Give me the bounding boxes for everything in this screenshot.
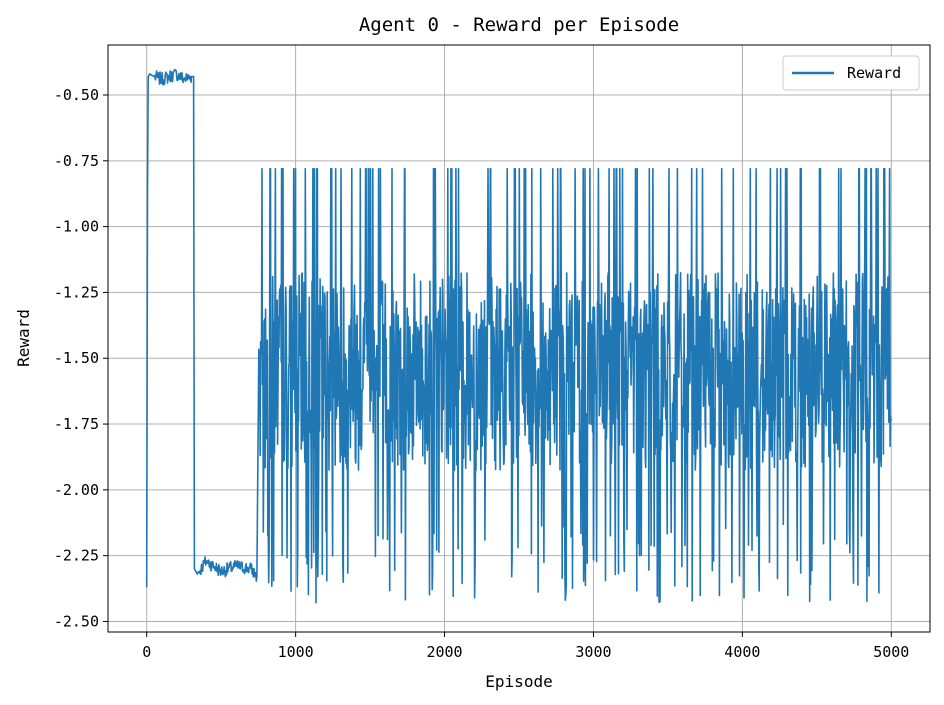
x-axis-label: Episode xyxy=(485,672,552,691)
x-tick-label: 3000 xyxy=(575,643,611,661)
y-tick-label: -2.00 xyxy=(54,481,99,499)
y-tick-label: -1.75 xyxy=(54,415,99,433)
legend: Reward xyxy=(782,55,920,91)
y-tick-label: -1.25 xyxy=(54,283,99,301)
chart-title: Agent 0 - Reward per Episode xyxy=(359,14,679,36)
x-tick-label: 5000 xyxy=(873,643,909,661)
tick-layer: 0 1000 2000 3000 4000 5000 -0.50 -0.75 -1.00 -1.2… xyxy=(54,86,910,661)
y-tick-label: -2.50 xyxy=(54,612,99,630)
legend-box xyxy=(782,55,920,91)
series-line-reward xyxy=(145,69,892,604)
y-axis-label: Reward xyxy=(14,309,33,367)
legend-label-reward: Reward xyxy=(847,64,901,82)
y-tick-label: -1.00 xyxy=(54,218,99,236)
y-tick-label: -1.50 xyxy=(54,349,99,367)
y-tick-label: -2.25 xyxy=(54,547,99,565)
plot-frame xyxy=(107,44,931,633)
y-tick-label: -0.75 xyxy=(54,152,99,170)
plot-layer xyxy=(145,69,892,604)
x-tick-label: 4000 xyxy=(724,643,760,661)
x-tick-label: 1000 xyxy=(278,643,314,661)
x-tick-label: 0 xyxy=(142,643,151,661)
x-tick-label: 2000 xyxy=(426,643,462,661)
y-tick-label: -0.50 xyxy=(54,86,99,104)
